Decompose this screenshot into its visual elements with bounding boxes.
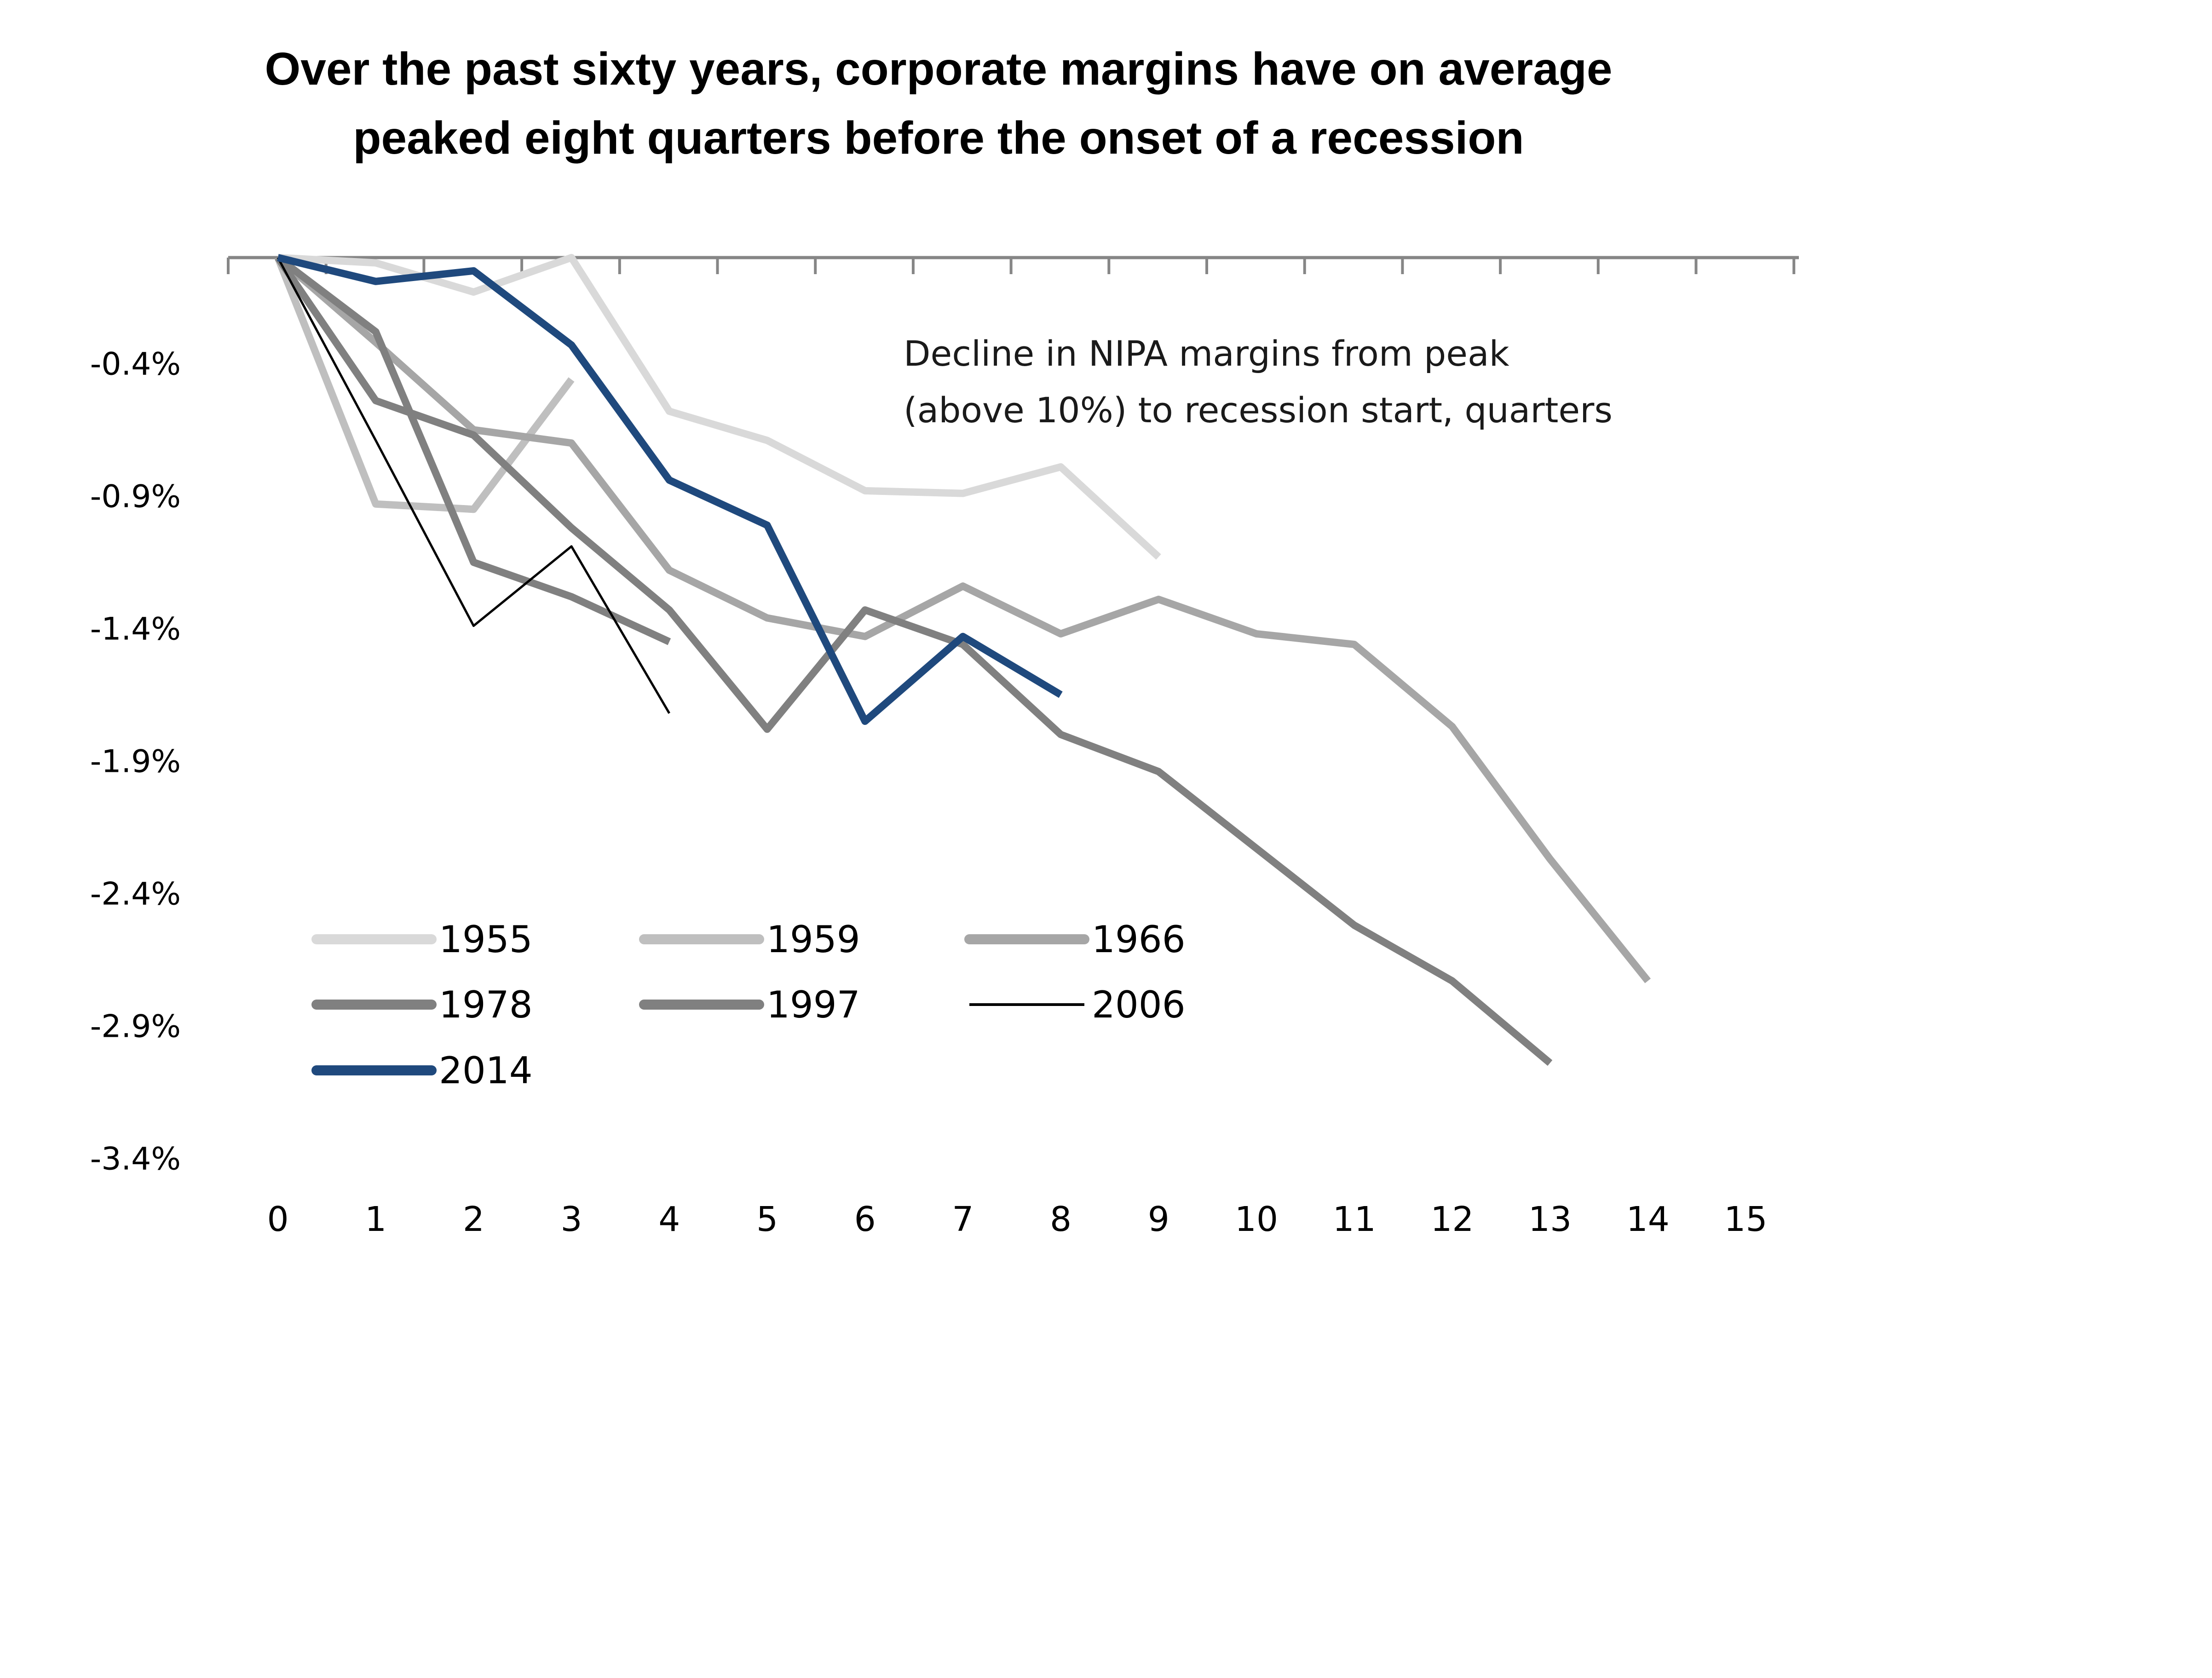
x-tick-label: 5 <box>756 1200 778 1239</box>
x-tick-label: 2 <box>463 1200 484 1239</box>
x-tick-label: 7 <box>952 1200 974 1239</box>
legend-label: 2006 <box>1092 983 1186 1026</box>
x-tick-label: 8 <box>1050 1200 1071 1239</box>
y-axis-tick-labels: -0.4% -0.9% -1.4% -1.9% -2.4% -2.9% -3.4% <box>90 346 181 1177</box>
x-tick-label: 10 <box>1235 1200 1278 1239</box>
x-axis-tick-labels: 0 1 2 3 4 5 6 7 8 9 10 11 12 13 14 15 <box>267 1200 1767 1239</box>
y-tick-label: -2.4% <box>90 876 181 912</box>
legend: 1955 1959 1966 1978 1997 2006 2014 <box>311 918 1186 1092</box>
x-axis <box>227 256 1799 274</box>
legend-item-1997: 1997 <box>639 983 860 1026</box>
legend-label: 1997 <box>766 983 860 1026</box>
y-tick-label: -2.9% <box>90 1008 181 1045</box>
series-line-1959 <box>274 256 575 513</box>
x-tick-label: 13 <box>1528 1200 1572 1239</box>
y-tick-label: -1.4% <box>90 611 181 647</box>
annotation-line-2: (above 10%) to recession start, quarters <box>904 390 1613 431</box>
chart-title-line-1: Over the past sixty years, corporate mar… <box>265 43 1613 95</box>
legend-label: 1959 <box>766 918 860 961</box>
series-lines <box>274 254 1651 1066</box>
legend-item-1959: 1959 <box>639 918 860 961</box>
x-tick-label: 6 <box>854 1200 876 1239</box>
y-tick-label: -0.9% <box>90 478 181 515</box>
y-tick-label: -0.4% <box>90 346 181 382</box>
x-tick-label: 14 <box>1626 1200 1670 1239</box>
x-tick-label: 4 <box>658 1200 680 1239</box>
series-line-2006 <box>276 257 670 714</box>
annotation: Decline in NIPA margins from peak (above… <box>904 333 1613 431</box>
y-tick-label: -1.9% <box>90 743 181 780</box>
x-tick-label: 0 <box>267 1200 288 1239</box>
legend-label: 1978 <box>439 983 533 1026</box>
legend-item-2006: 2006 <box>969 983 1186 1026</box>
series-line-1966 <box>275 254 1651 983</box>
x-tick-label: 11 <box>1333 1200 1376 1239</box>
x-tick-label: 9 <box>1148 1200 1169 1239</box>
series-line-2014 <box>277 254 1063 725</box>
x-tick-label: 12 <box>1430 1200 1474 1239</box>
x-tick-label: 15 <box>1724 1200 1767 1239</box>
series-line-1978 <box>276 254 671 645</box>
y-tick-label: -3.4% <box>90 1141 181 1177</box>
legend-item-2014: 2014 <box>311 1049 533 1092</box>
legend-label: 2014 <box>439 1049 533 1092</box>
legend-item-1955: 1955 <box>311 918 533 961</box>
legend-label: 1966 <box>1092 918 1186 961</box>
annotation-line-1: Decline in NIPA margins from peak <box>904 333 1509 374</box>
series-line-1997 <box>275 255 1553 1066</box>
x-tick-label: 3 <box>561 1200 582 1239</box>
chart-title-line-2: peaked eight quarters before the onset o… <box>353 112 1524 164</box>
legend-item-1966: 1966 <box>964 918 1186 961</box>
legend-item-1978: 1978 <box>311 983 533 1026</box>
x-tick-label: 1 <box>365 1200 386 1239</box>
legend-label: 1955 <box>439 918 533 961</box>
